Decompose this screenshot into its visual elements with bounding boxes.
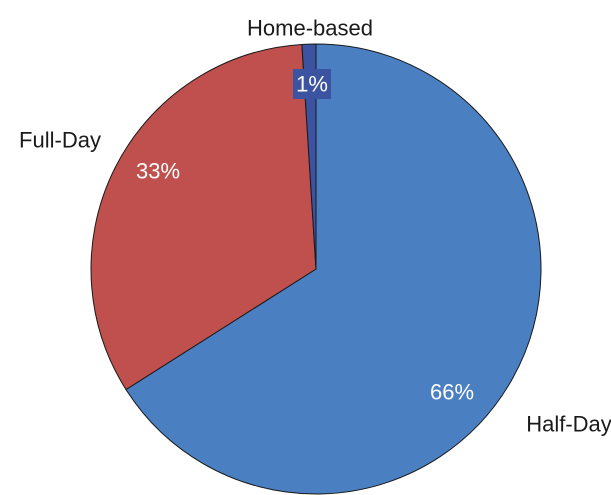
pie-slices	[90, 43, 542, 495]
pct-label-home-based: 1%	[296, 72, 328, 97]
pct-label-full-day: 33%	[136, 159, 180, 184]
pie-slice-home-based	[301, 43, 317, 270]
pie-labels: 66% Half-Day 33% Full-Day 1% Home-based	[19, 16, 611, 437]
pie-slice-half-day	[125, 43, 542, 495]
category-label-home-based: Home-based	[247, 16, 373, 41]
category-label-full-day: Full-Day	[19, 128, 101, 153]
category-label-half-day: Half-Day	[526, 412, 611, 437]
pct-label-half-day: 66%	[430, 380, 474, 405]
pct-label-box-home-based	[293, 69, 331, 99]
pie-slice-full-day	[90, 43, 317, 391]
